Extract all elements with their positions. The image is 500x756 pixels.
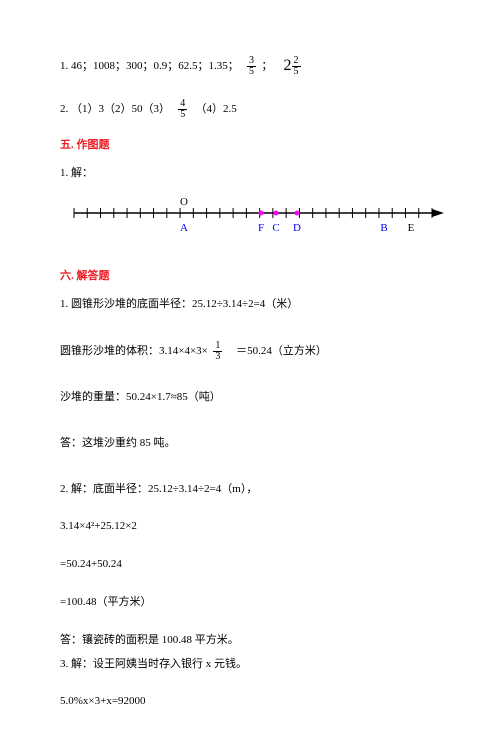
svg-text:D: D <box>293 222 301 234</box>
p2-l3: =50.24+50.24 <box>60 555 440 575</box>
p3-l1: 3. 解：设王阿姨当时存入银行 x 元钱。 <box>60 655 440 675</box>
answer-2-text: 2. （1）3（2）50（3） <box>60 103 170 115</box>
mixed-int: 2 <box>284 52 292 81</box>
section-5-title: 五. 作图题 <box>60 136 440 156</box>
page-root: 1. 46；1008；300；0.9；62.5；1.35； 35 ； 225 2… <box>0 0 500 756</box>
p1-l4: 答：这堆沙重约 85 吨。 <box>60 434 440 454</box>
p1-l2b: ＝50.24（立方米） <box>225 345 327 357</box>
p1-l1: 1. 圆锥形沙堆的底面半径：25.12÷3.14÷2=4（米） <box>60 295 440 315</box>
svg-text:O: O <box>180 196 188 208</box>
answer-1: 1. 46；1008；300；0.9；62.5；1.35； 35 ； 225 <box>60 52 440 81</box>
p2-l1: 2. 解：底面半径：25.12÷3.14÷2=4（m）， <box>60 480 440 500</box>
p3-l2: 5.0%x×3+x=92000 <box>60 692 440 712</box>
svg-text:C: C <box>272 222 279 234</box>
svg-text:F: F <box>258 222 264 234</box>
sep: ； <box>262 60 273 72</box>
fraction-2-5: 25 <box>292 56 301 77</box>
drawing-item-1: 1. 解： <box>60 164 440 184</box>
fraction-3-5: 35 <box>247 56 256 77</box>
section-6-title: 六. 解答题 <box>60 267 440 287</box>
p1-l2a: 圆锥形沙堆的体积：3.14×4×3× <box>60 345 208 357</box>
p2-l4: =100.48（平方米） <box>60 593 440 613</box>
svg-text:A: A <box>180 222 188 234</box>
fraction-4-5: 45 <box>178 99 187 120</box>
number-line: O A FC D B E <box>60 191 446 251</box>
answer-1-text: 1. 46；1008；300；0.9；62.5；1.35； <box>60 60 239 72</box>
p2-l5: 答：镶瓷砖的面积是 100.48 平方米。 <box>60 631 440 651</box>
fraction-1-3: 13 <box>213 341 222 362</box>
p1-l3: 沙堆的重量：50.24×1.7≈85（吨） <box>60 388 440 408</box>
svg-text:E: E <box>408 222 415 234</box>
answer-2: 2. （1）3（2）50（3） 45 （4）2.5 <box>60 99 440 120</box>
p2-l2: 3.14×4²+25.12×2 <box>60 517 440 537</box>
p1-l2: 圆锥形沙堆的体积：3.14×4×3× 13 ＝50.24（立方米） <box>60 341 440 362</box>
answer-2-suffix: （4）2.5 <box>190 103 237 115</box>
svg-text:B: B <box>380 222 387 234</box>
